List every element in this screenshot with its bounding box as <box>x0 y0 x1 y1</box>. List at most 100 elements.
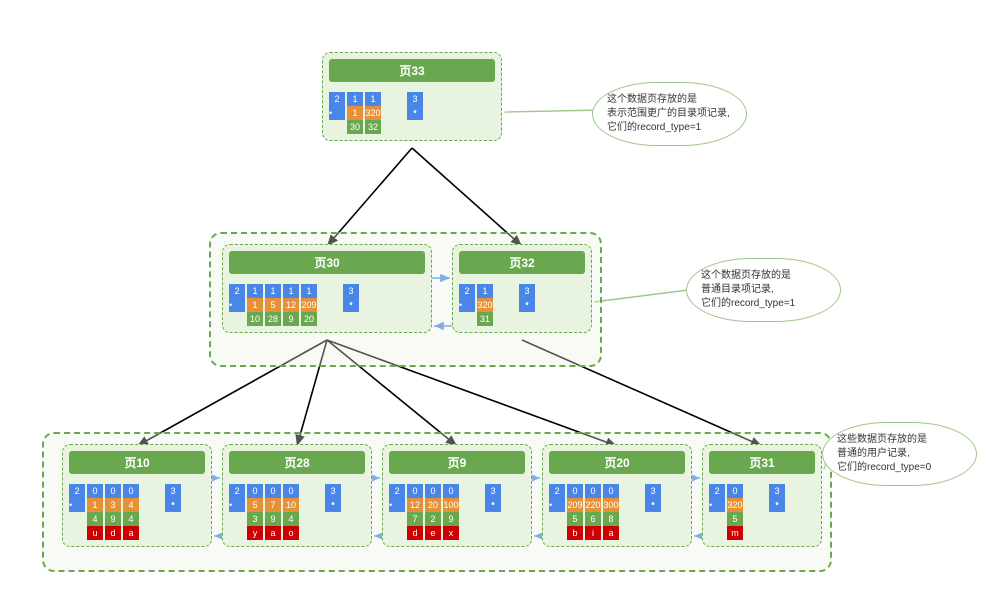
infimum-ptr: • <box>709 498 725 512</box>
record-key: 209 <box>301 298 317 312</box>
record-col: 1129 <box>283 284 299 326</box>
supremum-ptr: • <box>485 498 501 512</box>
record-key: 300 <box>603 498 619 512</box>
record-col: 01009x <box>443 484 459 540</box>
supremum-ptr: • <box>769 498 785 512</box>
infimum-type: 2 <box>229 284 245 298</box>
record-data: m <box>727 526 743 540</box>
callout-root: 这个数据页存放的是表示范围更广的目录项记录,它们的record_type=1 <box>592 82 747 146</box>
record-ptr: 31 <box>477 312 493 326</box>
supremum-type: 3 <box>645 484 661 498</box>
record-ptr: 9 <box>105 512 121 526</box>
supremum-ptr: • <box>645 498 661 512</box>
callout-leaf: 这些数据页存放的是普通的用户记录,它们的record_type=0 <box>822 422 977 486</box>
record-col: 120920 <box>301 284 317 326</box>
record-key: 10 <box>283 498 299 512</box>
page-node-p10: 页102•014u039d044a3• <box>62 444 212 547</box>
record-data: d <box>105 526 121 540</box>
record-data: y <box>247 526 263 540</box>
infimum-ptr: • <box>549 498 565 512</box>
record-key: 209 <box>567 498 583 512</box>
page-title: 页33 <box>329 59 495 82</box>
page-records: 2•1320313• <box>459 284 585 326</box>
record-key: 5 <box>247 498 263 512</box>
record-ptr: 7 <box>407 512 423 526</box>
record-ptr: 6 <box>585 512 601 526</box>
diagram-canvas: 页332•11301320323•页302•111015281129120920… <box>12 12 975 581</box>
infimum-ptr: • <box>229 498 245 512</box>
page-title: 页28 <box>229 451 365 474</box>
record-ptr: 32 <box>365 120 381 134</box>
supremum-type: 3 <box>325 484 341 498</box>
supremum-ptr: • <box>519 298 535 312</box>
record-key: 4 <box>123 498 139 512</box>
supremum-type: 3 <box>165 484 181 498</box>
record-data: a <box>123 526 139 540</box>
page-title: 页30 <box>229 251 425 274</box>
record-col: 0127d <box>407 484 423 540</box>
record-ptr: 10 <box>247 312 263 326</box>
record-type: 0 <box>265 484 281 498</box>
record-col: 0202e <box>425 484 441 540</box>
record-col: 0104o <box>283 484 299 540</box>
infimum-type: 2 <box>229 484 245 498</box>
record-key: 7 <box>265 498 281 512</box>
record-key: 320 <box>477 298 493 312</box>
infimum-ptr: • <box>329 106 345 120</box>
record-type: 1 <box>301 284 317 298</box>
record-data: i <box>585 526 601 540</box>
page-records: 2•0127d0202e01009x3• <box>389 484 525 540</box>
record-data: a <box>265 526 281 540</box>
record-type: 1 <box>365 92 381 106</box>
page-node-p28: 页282•053y079a0104o3• <box>222 444 372 547</box>
supremum-type: 3 <box>485 484 501 498</box>
record-ptr: 4 <box>87 512 103 526</box>
record-ptr: 30 <box>347 120 363 134</box>
record-data: e <box>425 526 441 540</box>
callout-line: 表示范围更广的目录项记录, <box>607 107 732 121</box>
record-type: 0 <box>105 484 121 498</box>
callout-line: 这个数据页存放的是 <box>701 269 826 283</box>
page-records: 2•1110152811291209203• <box>229 284 425 326</box>
callout-internal: 这个数据页存放的是普通目录项记录,它们的record_type=1 <box>686 258 841 322</box>
infimum-ptr: • <box>229 298 245 312</box>
record-key: 20 <box>425 498 441 512</box>
record-ptr: 9 <box>265 512 281 526</box>
record-col: 132032 <box>365 92 381 134</box>
callout-line: 它们的record_type=1 <box>701 297 826 311</box>
record-col: 132031 <box>477 284 493 326</box>
page-node-p32: 页322•1320313• <box>452 244 592 333</box>
record-col: 044a <box>123 484 139 540</box>
record-type: 1 <box>477 284 493 298</box>
record-type: 1 <box>265 284 281 298</box>
supremum-type: 3 <box>343 284 359 298</box>
supremum-ptr: • <box>325 498 341 512</box>
callout-line: 这个数据页存放的是 <box>607 93 732 107</box>
page-records: 2•053y079a0104o3• <box>229 484 365 540</box>
record-ptr: 20 <box>301 312 317 326</box>
page-records: 2•02095b02206i03008a3• <box>549 484 685 540</box>
record-key: 100 <box>443 498 459 512</box>
record-data: o <box>283 526 299 540</box>
page-node-p33: 页332•11301320323• <box>322 52 502 141</box>
record-key: 1 <box>87 498 103 512</box>
record-type: 0 <box>247 484 263 498</box>
infimum-type: 2 <box>389 484 405 498</box>
record-col: 03008a <box>603 484 619 540</box>
record-ptr: 5 <box>567 512 583 526</box>
record-ptr: 5 <box>727 512 743 526</box>
infimum-type: 2 <box>329 92 345 106</box>
page-node-p9: 页92•0127d0202e01009x3• <box>382 444 532 547</box>
record-ptr: 9 <box>443 512 459 526</box>
record-data: x <box>443 526 459 540</box>
infimum-type: 2 <box>459 284 475 298</box>
record-type: 0 <box>603 484 619 498</box>
supremum-ptr: • <box>407 106 423 120</box>
record-key: 12 <box>407 498 423 512</box>
record-key: 1 <box>347 106 363 120</box>
record-type: 0 <box>727 484 743 498</box>
record-type: 0 <box>123 484 139 498</box>
record-col: 02206i <box>585 484 601 540</box>
page-title: 页9 <box>389 451 525 474</box>
record-col: 1528 <box>265 284 281 326</box>
